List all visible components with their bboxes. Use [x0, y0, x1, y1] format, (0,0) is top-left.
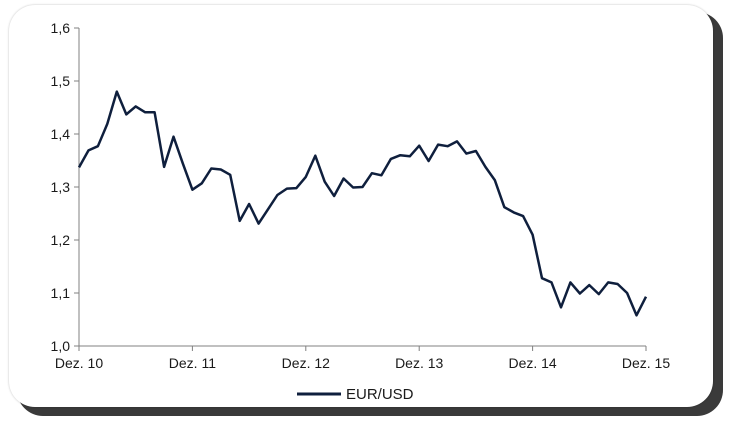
- x-tick-label: Dez. 14: [508, 355, 556, 371]
- x-tick-label: Dez. 12: [282, 355, 330, 371]
- y-tick-label: 1,5: [51, 73, 71, 89]
- y-tick-label: 1,6: [51, 20, 71, 36]
- y-tick-label: 1,0: [51, 338, 71, 354]
- x-axis-ticks: Dez. 10 Dez. 11 Dez. 12 Dez. 13 Dez. 14 Dez. …: [55, 346, 670, 371]
- x-tick-label: Dez. 13: [395, 355, 443, 371]
- y-tick-label: 1,1: [51, 285, 71, 301]
- x-tick-label: Dez. 11: [169, 355, 216, 371]
- chart-frame: [9, 5, 713, 407]
- y-tick-label: 1,4: [51, 126, 71, 142]
- legend-label-eur-usd: EUR/USD: [346, 386, 414, 403]
- y-tick-label: 1,2: [51, 232, 71, 248]
- series-line-eur-usd: [77, 90, 648, 317]
- y-tick-label: 1,3: [51, 179, 71, 195]
- legend: EUR/USD: [297, 386, 414, 403]
- x-tick-label: Dez. 15: [622, 355, 670, 371]
- y-axis-ticks: 1,0 1,1 1,2 1,3 1,4 1,5 1,6: [51, 20, 79, 354]
- series-group: [77, 90, 648, 317]
- x-tick-label: Dez. 10: [55, 355, 103, 371]
